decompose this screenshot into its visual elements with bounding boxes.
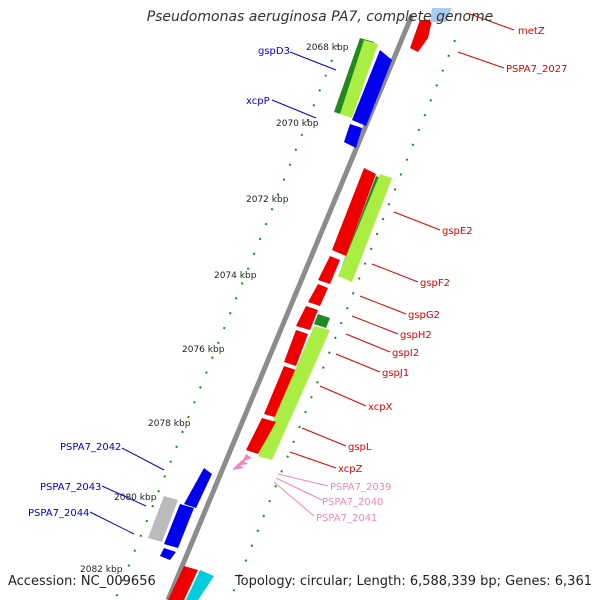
rna-PSPA7_2040 [236,460,248,466]
rna-gene-labels: PSPA7_2039 PSPA7_2040 PSPA7_2041 [316,482,391,524]
gene-gspD3 [340,40,378,118]
rna-PSPA7_2039 [242,454,252,462]
rna-PSPA7_2041 [232,464,244,470]
topology-text: Topology: circular; Length: 6,588,339 bp… [234,574,592,589]
map-title: Pseudomonas aeruginosa PA7, complete gen… [146,9,494,25]
forward-gene-labels: metZ PSPA7_2027 gspE2 gspF2 gspG2 gspH2 … [338,26,567,475]
gene-label-gspG2: gspG2 [408,310,440,321]
gene-label-gspL: gspL [348,442,372,453]
gene-label-xcpP: xcpP [246,96,270,107]
gene-label-PSPA7_2043: PSPA7_2043 [40,482,101,493]
gene-label-PSPA7_2044: PSPA7_2044 [28,508,89,519]
gene-bottom-cyan [186,570,214,600]
genome-backbone [165,14,415,600]
gene-label-xcpZ: xcpZ [338,464,363,475]
gene-gspJ1 [284,330,308,366]
gene-PSPA7_2044 [160,548,176,560]
kbp-tick-label: 2068 kbp [306,43,349,53]
kbp-tick-label: 2070 kbp [276,119,319,129]
gene-bottom-red [168,566,198,600]
gene-gspF2 [338,174,392,282]
gene-metZ-light [430,8,452,22]
gene-label-PSPA7_2041: PSPA7_2041 [316,513,377,524]
gene-gspH2 [308,284,328,306]
gene-gspL [258,326,330,460]
rna-genes [232,454,252,470]
gene-PSPA7_2043 [164,504,194,548]
gene-PSPA7_2043-gray [148,496,178,542]
gene-label-gspE2: gspE2 [442,226,473,237]
gene-label-PSPA7_2039: PSPA7_2039 [330,482,391,493]
reverse-gene-labels: gspD3 xcpP PSPA7_2042 PSPA7_2043 PSPA7_2… [28,46,290,519]
gene-xcpP2 [344,124,362,148]
kbp-tick-label: 2076 kbp [182,345,225,355]
gene-gspE2 [332,168,376,256]
gene-metZ [410,20,432,52]
gene-label-gspJ1: gspJ1 [382,368,409,379]
gene-xcpX [264,366,296,418]
gene-PSPA7_2042 [184,468,212,508]
gene-gspG2 [318,256,340,284]
kbp-tick-label: 2072 kbp [246,195,289,205]
gene-label-metZ: metZ [518,26,545,37]
kbp-tick-label: 2078 kbp [148,419,191,429]
gene-gspL-green [314,314,330,328]
gene-label-gspF2: gspF2 [420,278,450,289]
gene-label-PSPA7_2042: PSPA7_2042 [60,442,121,453]
accession-text: Accession: NC_009656 [8,574,156,589]
kbp-tick-label: 2074 kbp [214,271,257,281]
forward-genes [168,8,452,600]
reverse-genes [148,38,392,560]
gene-xcpP [352,50,392,126]
kbp-tick-label: 2082 kbp [80,565,123,575]
gene-label-PSPA7_2027: PSPA7_2027 [506,64,567,75]
kbp-tick-label: 2080 kbp [114,493,157,503]
gene-label-xcpX: xcpX [368,402,393,413]
gene-label-PSPA7_2040: PSPA7_2040 [322,497,383,508]
gene-label-gspD3: gspD3 [258,46,290,57]
gene-gspI2 [296,306,318,330]
gene-label-gspI2: gspI2 [392,348,419,359]
kbp-ticks: 2068 kbp 2070 kbp 2072 kbp 2074 kbp 2076… [80,43,349,575]
gene-label-gspH2: gspH2 [400,330,432,341]
gene-xcpZ [246,418,276,454]
leader-lines [89,13,515,535]
